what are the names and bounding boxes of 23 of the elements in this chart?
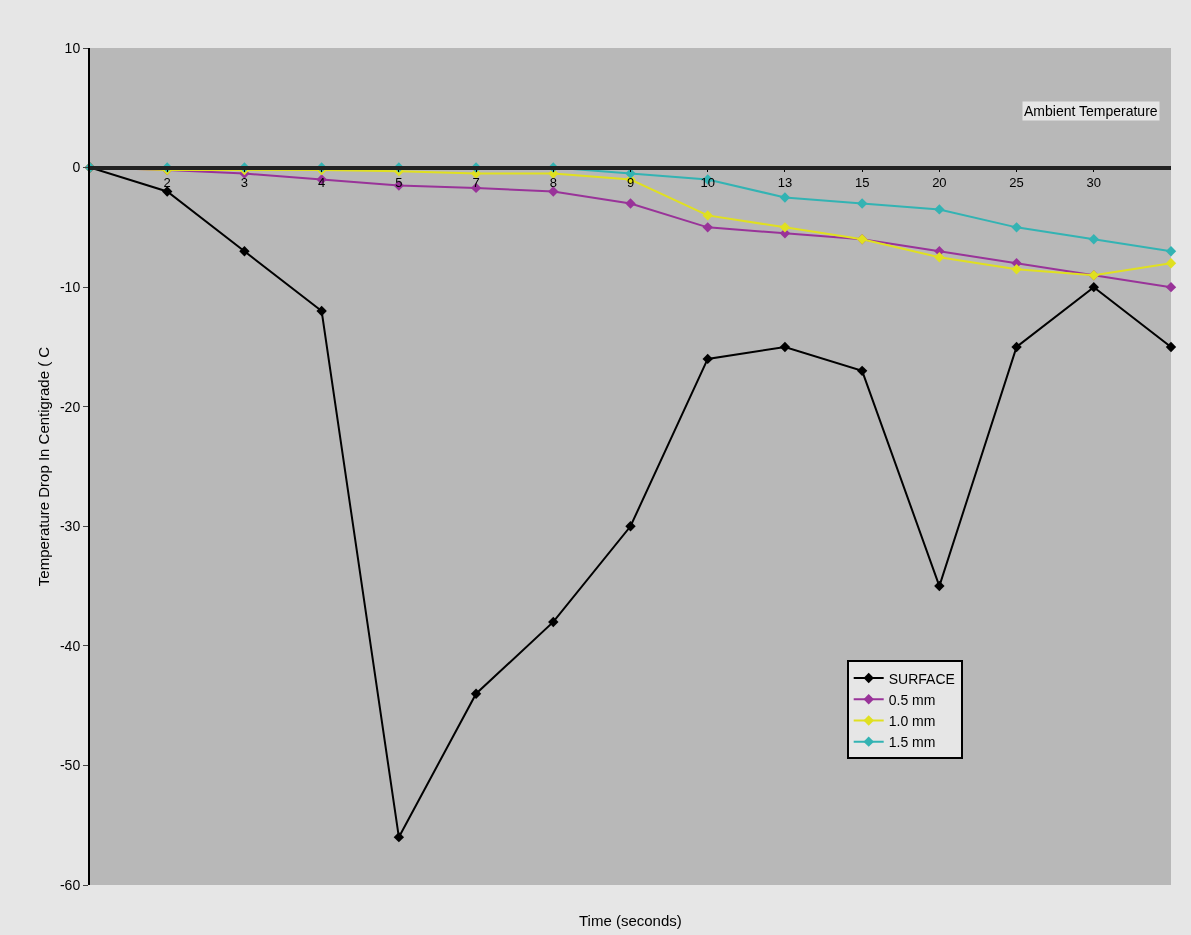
y-tick-label: -50 <box>59 757 81 774</box>
y-tick-label: 0 <box>72 159 81 176</box>
x-tick-label: 3 <box>240 175 249 191</box>
x-tick-label: 25 <box>1009 175 1024 191</box>
legend-label: 1.0 mm <box>888 712 936 729</box>
y-tick-label: -30 <box>59 518 81 535</box>
y-tick-label: -20 <box>59 398 81 415</box>
y-tick-label: -60 <box>59 876 81 893</box>
legend-label: SURFACE <box>888 670 955 687</box>
x-tick-label: 20 <box>932 175 947 191</box>
x-tick-label: 30 <box>1086 175 1102 191</box>
x-tick-label: 2 <box>163 175 171 191</box>
y-axis-title: Temperature Drop In Centigrade ( C <box>35 346 52 587</box>
annotation: Ambient Temperature <box>1024 103 1158 119</box>
x-tick-label: 8 <box>549 175 557 191</box>
x-axis-title: Time (seconds) <box>579 912 682 929</box>
x-tick-label: 13 <box>777 175 793 191</box>
legend-label: 0.5 mm <box>888 691 936 708</box>
x-tick-label: 15 <box>854 175 870 191</box>
y-tick-label: -10 <box>59 279 81 296</box>
y-tick-label: 10 <box>64 39 81 56</box>
y-tick-label: -40 <box>59 637 81 654</box>
legend-label: 1.5 mm <box>888 734 936 751</box>
